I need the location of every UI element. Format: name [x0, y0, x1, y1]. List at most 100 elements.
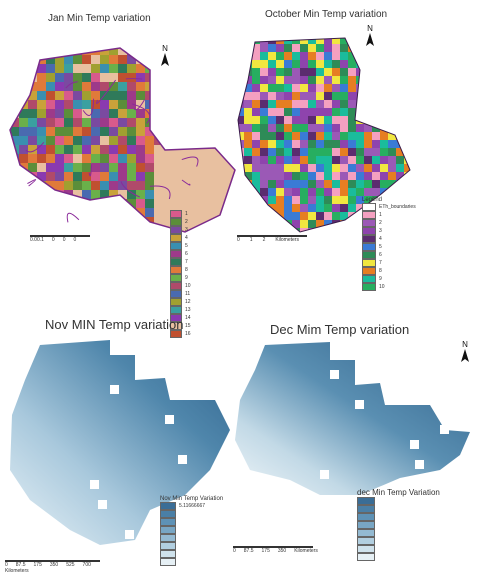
- jan-cell: [100, 73, 109, 82]
- jan-legend-item: 10: [170, 282, 191, 290]
- oct-cell: [324, 196, 332, 204]
- oct-cell: [404, 188, 410, 196]
- oct-cell: [340, 38, 348, 44]
- jan-cell: [145, 55, 154, 64]
- jan-cell: [118, 55, 127, 64]
- jan-cell: [91, 181, 100, 190]
- jan-cell: [136, 154, 145, 163]
- jan-cell: [136, 145, 145, 154]
- oct-cell: [284, 76, 292, 84]
- oct-cell: [372, 156, 380, 164]
- oct-cell: [332, 76, 340, 84]
- jan-cell: [190, 73, 199, 82]
- jan-cell: [28, 145, 37, 154]
- jan-cell: [73, 118, 82, 127]
- jan-cell: [64, 208, 73, 217]
- jan-cell: [10, 163, 19, 172]
- oct-cell: [356, 156, 364, 164]
- jan-cell: [82, 217, 91, 226]
- oct-cell: [276, 172, 284, 180]
- jan-cell: [235, 46, 244, 55]
- jan-cell: [127, 118, 136, 127]
- oct-cell: [316, 44, 324, 52]
- jan-cell: [73, 109, 82, 118]
- jan-cell: [91, 127, 100, 136]
- oct-legend-label: 10: [379, 284, 385, 290]
- dec-north-label: N: [462, 340, 468, 349]
- oct-cell: [238, 60, 244, 68]
- oct-cell: [268, 116, 276, 124]
- oct-cell: [308, 38, 316, 44]
- oct-cell: [404, 164, 410, 172]
- jan-legend-item: 1: [170, 210, 191, 218]
- oct-cell: [356, 52, 364, 60]
- oct-cell: [388, 68, 396, 76]
- jan-cell: [226, 82, 235, 91]
- jan-cell: [55, 181, 64, 190]
- oct-cell: [252, 84, 260, 92]
- jan-cell: [154, 100, 163, 109]
- oct-cell: [260, 180, 268, 188]
- oct-cell: [238, 172, 244, 180]
- jan-cell: [82, 163, 91, 172]
- jan-legend-item: 12: [170, 298, 191, 306]
- nov-scale-tick: 350: [49, 562, 59, 568]
- oct-cell: [396, 124, 404, 132]
- jan-cell: [235, 64, 244, 73]
- jan-cell: [100, 199, 109, 208]
- jan-legend-item: 5: [170, 242, 191, 250]
- jan-cell: [172, 190, 181, 199]
- oct-cell: [244, 204, 252, 212]
- oct-legend-title: Legend: [362, 197, 383, 203]
- jan-cell: [199, 190, 208, 199]
- jan-cell: [181, 109, 190, 118]
- jan-cell: [91, 136, 100, 145]
- oct-cell: [356, 164, 364, 172]
- oct-cell: [300, 164, 308, 172]
- oct-cell: [364, 60, 372, 68]
- jan-cell: [100, 208, 109, 217]
- jan-cell: [55, 136, 64, 145]
- oct-legend-item: 10: [362, 283, 416, 291]
- dec-scale-tick: 0: [233, 548, 236, 554]
- oct-cell: [268, 188, 276, 196]
- jan-cell: [154, 48, 163, 55]
- jan-cell: [181, 172, 190, 181]
- oct-cell: [244, 116, 252, 124]
- jan-cell: [28, 190, 37, 199]
- jan-cell: [100, 136, 109, 145]
- jan-cell: [208, 55, 217, 64]
- jan-admin-line: [25, 142, 45, 153]
- jan-cell: [154, 118, 163, 127]
- jan-admin-line: [131, 103, 151, 124]
- jan-cell: [190, 55, 199, 64]
- oct-cell: [324, 156, 332, 164]
- oct-cell: [332, 196, 340, 204]
- oct-cell: [388, 60, 396, 68]
- jan-cell: [199, 136, 208, 145]
- jan-cell: [226, 91, 235, 100]
- oct-cell: [396, 172, 404, 180]
- oct-cell: [332, 188, 340, 196]
- jan-cell: [172, 109, 181, 118]
- nov-nodata-cell: [90, 480, 99, 489]
- oct-cell: [316, 84, 324, 92]
- jan-cell: [217, 127, 226, 136]
- jan-cell: [55, 226, 64, 232]
- nov-legend: Nov Min Temp Variation 5.11666667: [160, 496, 223, 566]
- jan-cell: [118, 208, 127, 217]
- oct-cell: [396, 164, 404, 172]
- oct-cell: [316, 164, 324, 172]
- jan-cell: [118, 118, 127, 127]
- oct-cell: [316, 228, 324, 232]
- jan-cell: [28, 55, 37, 64]
- jan-cell: [109, 226, 118, 232]
- oct-cell: [284, 52, 292, 60]
- jan-cell: [163, 217, 172, 226]
- nov-legend-swatch: [160, 526, 176, 534]
- oct-cell: [348, 84, 356, 92]
- jan-cell: [46, 100, 55, 109]
- oct-cell: [396, 68, 404, 76]
- jan-cell: [55, 82, 64, 91]
- jan-admin-line: [65, 81, 78, 89]
